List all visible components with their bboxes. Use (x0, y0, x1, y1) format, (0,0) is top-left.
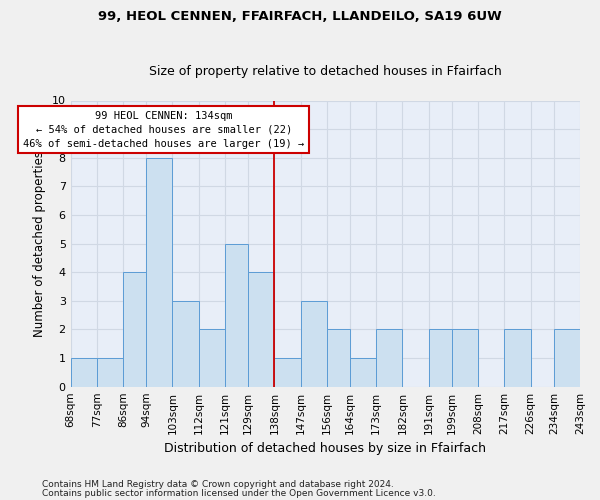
Bar (225, 244, 248, 386)
Bar (172, 301, 199, 386)
Bar (505, 330, 530, 386)
Title: Size of property relative to detached houses in Ffairfach: Size of property relative to detached ho… (149, 66, 502, 78)
Bar (350, 358, 376, 386)
Bar (327, 330, 350, 386)
Bar (376, 330, 403, 386)
Bar (274, 358, 301, 386)
Bar (97, 358, 123, 386)
Bar (554, 330, 580, 386)
X-axis label: Distribution of detached houses by size in Ffairfach: Distribution of detached houses by size … (164, 442, 486, 455)
Bar (248, 272, 274, 386)
Text: 99 HEOL CENNEN: 134sqm
← 54% of detached houses are smaller (22)
46% of semi-det: 99 HEOL CENNEN: 134sqm ← 54% of detached… (23, 110, 304, 148)
Y-axis label: Number of detached properties: Number of detached properties (33, 150, 46, 336)
Bar (146, 158, 172, 386)
Text: 99, HEOL CENNEN, FFAIRFACH, LLANDEILO, SA19 6UW: 99, HEOL CENNEN, FFAIRFACH, LLANDEILO, S… (98, 10, 502, 23)
Bar (428, 330, 452, 386)
Bar (199, 330, 225, 386)
Bar (71, 358, 97, 386)
Bar (301, 301, 327, 386)
Bar (452, 330, 478, 386)
Text: Contains public sector information licensed under the Open Government Licence v3: Contains public sector information licen… (42, 488, 436, 498)
Text: Contains HM Land Registry data © Crown copyright and database right 2024.: Contains HM Land Registry data © Crown c… (42, 480, 394, 489)
Bar (123, 272, 146, 386)
